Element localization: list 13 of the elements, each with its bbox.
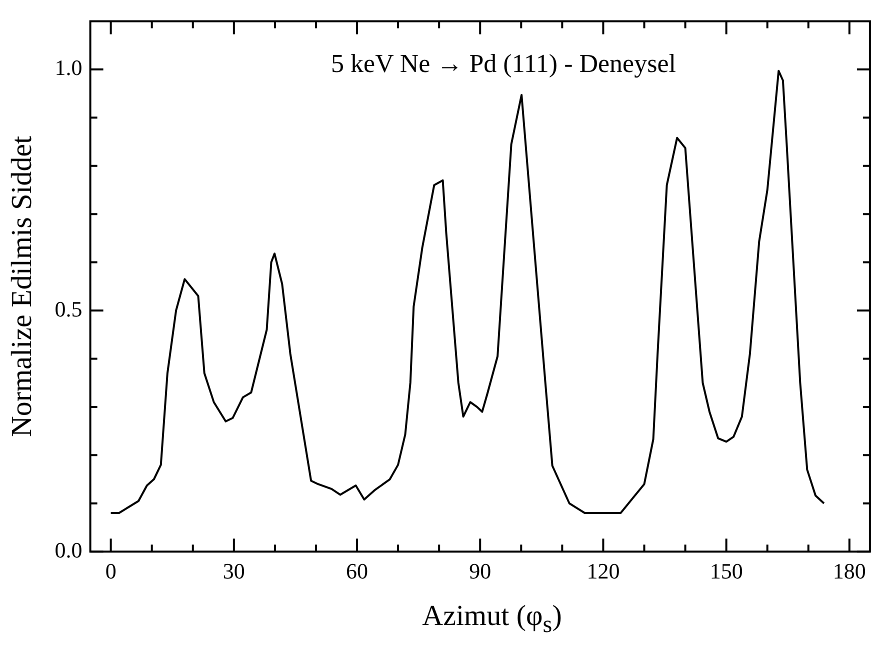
y-tick-label: 0.5 — [54, 296, 82, 322]
x-tick-label: 60 — [346, 558, 368, 584]
x-tick-label: 180 — [832, 558, 866, 584]
x-tick-label: 120 — [586, 558, 620, 584]
x-tick-label: 0 — [105, 558, 116, 584]
y-tick-label: 0.0 — [54, 537, 82, 562]
y-tick-label: 1.0 — [54, 55, 82, 80]
x-axis-title: Azimut (φ$_{s}$) — [421, 600, 563, 639]
annotation: 5 keV Ne → Pd (111) - Deneysel — [331, 49, 676, 78]
x-tick-label: 30 — [222, 558, 245, 584]
x-tick-label: 90 — [469, 558, 492, 584]
x-tick-label: 150 — [710, 558, 743, 584]
y-axis-title: Normalize Edilmis Siddet — [6, 136, 38, 438]
